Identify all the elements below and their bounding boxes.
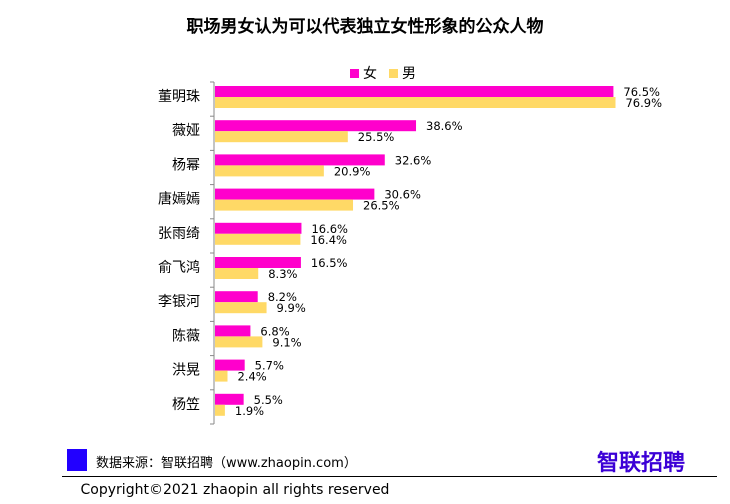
data-label-female: 5.5% (254, 393, 283, 407)
bar-male (215, 268, 259, 279)
bar-female (215, 393, 244, 405)
bar-female (215, 291, 258, 303)
data-label-male: 16.4% (310, 233, 347, 247)
chart-legend: 女 男 (350, 63, 428, 83)
bar-male (215, 336, 263, 348)
data-label-male: 2.4% (237, 370, 266, 384)
copyright-text: Copyright©2021 zhaopin all rights reserv… (80, 482, 390, 498)
legend-label-male: 男 (402, 66, 416, 82)
footer-divider (62, 476, 717, 477)
bar-female (215, 359, 245, 371)
bar-male (215, 199, 354, 211)
source-text: 数据来源：智联招聘（www.zhaopin.com） (96, 456, 357, 471)
bar-female (215, 154, 385, 166)
bar-male (215, 370, 228, 382)
category-label: 陈薇 (172, 327, 200, 344)
legend-label-female: 女 (363, 66, 377, 82)
category-label: 李银河 (158, 294, 200, 310)
data-label-male: 26.5% (363, 199, 400, 213)
bar-female (215, 257, 301, 268)
brand-logo: 智联招聘 (597, 451, 686, 476)
legend-swatch-male (389, 68, 398, 78)
bar-male (215, 97, 616, 108)
data-label-male: 25.5% (358, 130, 395, 144)
bar-male (215, 302, 267, 314)
bar-female (215, 188, 375, 200)
legend-item-female: 女 (350, 63, 377, 83)
bar-female (215, 120, 417, 132)
data-label-female: 6.8% (260, 324, 289, 338)
bar-male (215, 233, 301, 245)
bar-female (215, 325, 251, 337)
data-label-male: 76.9% (625, 96, 662, 110)
data-label-male: 9.1% (272, 335, 301, 349)
data-label-female: 30.6% (384, 188, 421, 202)
data-label-female: 5.7% (255, 359, 284, 373)
category-label: 洪晃 (172, 363, 200, 379)
chart-title: 职场男女认为可以代表独立女性形象的公众人物 (186, 17, 544, 37)
data-label-male: 1.9% (235, 404, 264, 418)
data-label-male: 9.9% (277, 301, 306, 315)
data-label-female: 38.6% (426, 119, 463, 133)
bar-female (215, 222, 302, 234)
data-label-female: 16.5% (311, 256, 348, 270)
data-label-female: 76.5% (623, 85, 660, 99)
data-label-female: 32.6% (395, 153, 432, 167)
data-label-male: 8.3% (268, 267, 297, 281)
bar-male (215, 131, 348, 143)
category-label: 薇娅 (172, 123, 200, 139)
category-label: 张雨绮 (158, 226, 200, 242)
category-label: 唐嫣嫣 (158, 191, 200, 208)
bar-chart: 董明珠 76.5%76.9% 薇娅 38.6% 25.5% 杨幂 32.6% 20.9% 唐嫣嫣… (158, 81, 662, 425)
category-label: 俞飞鸿 (158, 259, 200, 276)
bar-male (215, 165, 324, 177)
data-label-male: 20.9% (334, 164, 371, 178)
data-label-female: 16.6% (311, 222, 348, 236)
data-label-female: 8.2% (268, 290, 297, 304)
legend-swatch-female (350, 68, 359, 78)
bar-female (215, 86, 614, 97)
category-label: 杨笠 (172, 397, 200, 413)
legend-item-male: 男 (389, 63, 416, 83)
category-label: 杨幂 (172, 157, 200, 173)
source-color-box (67, 449, 87, 471)
bar-male (215, 404, 225, 416)
category-label: 董明珠 (158, 89, 200, 105)
